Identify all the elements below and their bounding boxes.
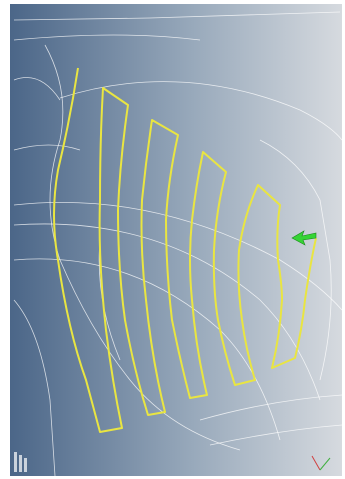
axis-x	[311, 455, 321, 471]
edge	[13, 144, 81, 151]
mark	[14, 452, 17, 472]
axis-triad	[311, 455, 331, 471]
mark	[19, 455, 22, 472]
edge	[13, 34, 201, 41]
edge	[13, 201, 343, 311]
edge	[13, 77, 61, 101]
arrow-head	[291, 230, 317, 246]
edge	[13, 258, 281, 441]
edge	[199, 394, 343, 421]
mark	[24, 458, 27, 472]
edge	[13, 299, 56, 477]
edge	[259, 139, 332, 381]
edge	[209, 424, 343, 446]
tool-arrow	[291, 230, 317, 246]
viewport-background	[10, 4, 342, 476]
edge	[44, 44, 241, 451]
axis-y	[319, 457, 331, 471]
edge	[59, 81, 343, 141]
edge	[13, 11, 341, 21]
status-marks	[14, 452, 27, 472]
toolpath	[53, 67, 317, 433]
edge	[13, 223, 321, 401]
